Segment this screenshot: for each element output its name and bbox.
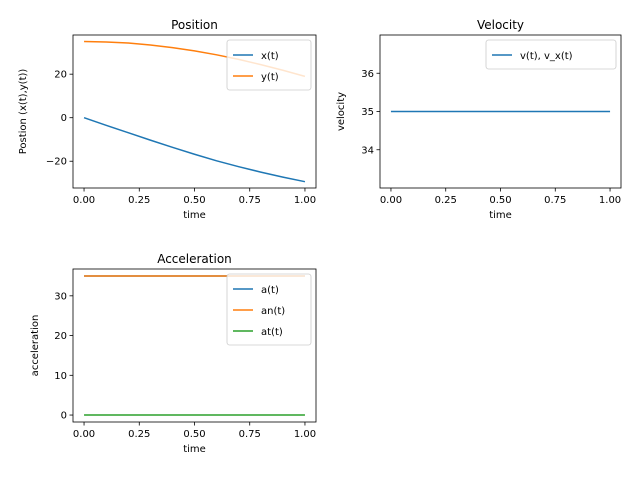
legend-box bbox=[226, 39, 312, 91]
y-axis-label: acceleration bbox=[30, 315, 41, 377]
x-axis-label: time bbox=[183, 210, 206, 221]
x-tick-label: 1.00 bbox=[599, 195, 621, 206]
y-tick-label: 0 bbox=[61, 411, 67, 422]
x-tick-label: 0.25 bbox=[435, 195, 457, 206]
x-tick-label: 0.00 bbox=[380, 195, 402, 206]
chart-title: Velocity bbox=[477, 18, 524, 32]
y-tick-label: 36 bbox=[361, 69, 374, 80]
y-tick-label: 10 bbox=[54, 371, 67, 382]
y-tick-label: −20 bbox=[46, 157, 67, 168]
legend-box bbox=[485, 39, 617, 70]
y-tick-label: 0 bbox=[61, 113, 67, 124]
y-tick-label: 35 bbox=[361, 107, 374, 118]
legend-label: a(t) bbox=[261, 285, 279, 296]
legend-label: at(t) bbox=[261, 327, 283, 338]
y-axis-label: velocity bbox=[336, 92, 347, 131]
x-tick-label: 0.75 bbox=[239, 195, 261, 206]
x-tick-label: 0.75 bbox=[239, 429, 261, 440]
x-tick-label: 0.50 bbox=[183, 429, 205, 440]
x-tick-label: 1.00 bbox=[294, 195, 316, 206]
chart-title: Position bbox=[171, 18, 218, 32]
x-tick-label: 0.00 bbox=[73, 195, 95, 206]
legend-label: an(t) bbox=[261, 306, 285, 317]
subplot-2: 0.00 0.25 0.50 0.75 1.00 34 35 36 Velocity time ve… bbox=[336, 18, 622, 221]
x-tick-label: 1.00 bbox=[294, 429, 316, 440]
chart-title: Acceleration bbox=[157, 252, 232, 266]
x-tick-label: 0.00 bbox=[73, 429, 95, 440]
x-axis-label: time bbox=[489, 210, 512, 221]
x-tick-label: 0.50 bbox=[183, 195, 205, 206]
legend-label: x(t) bbox=[261, 51, 279, 62]
subplot-3: 0.00 0.25 0.50 0.75 1.00 0 10 20 30 Acceleration t… bbox=[30, 252, 317, 455]
x-tick-label: 0.50 bbox=[489, 195, 511, 206]
legend-box bbox=[226, 273, 312, 346]
legend: a(t) an(t) at(t) bbox=[226, 273, 312, 346]
y-tick-label: 20 bbox=[54, 331, 67, 342]
legend: v(t), v_x(t) bbox=[485, 39, 617, 70]
subplot-1: 0.00 0.25 0.50 0.75 1.00 −20 0 20 Position time Po… bbox=[18, 18, 317, 221]
legend-label: v(t), v_x(t) bbox=[520, 51, 573, 62]
legend-label: y(t) bbox=[261, 72, 279, 83]
x-tick-label: 0.75 bbox=[544, 195, 566, 206]
legend: x(t) y(t) bbox=[226, 39, 312, 91]
y-tick-label: 30 bbox=[54, 291, 67, 302]
x-tick-label: 0.25 bbox=[128, 195, 150, 206]
y-axis-label: Postion (x(t),y(t)) bbox=[18, 69, 29, 155]
y-tick-label: 34 bbox=[361, 145, 374, 156]
x-axis-label: time bbox=[183, 444, 206, 455]
series-line-1 bbox=[83, 116, 306, 183]
y-tick-label: 20 bbox=[54, 70, 67, 81]
x-tick-label: 0.25 bbox=[128, 429, 150, 440]
